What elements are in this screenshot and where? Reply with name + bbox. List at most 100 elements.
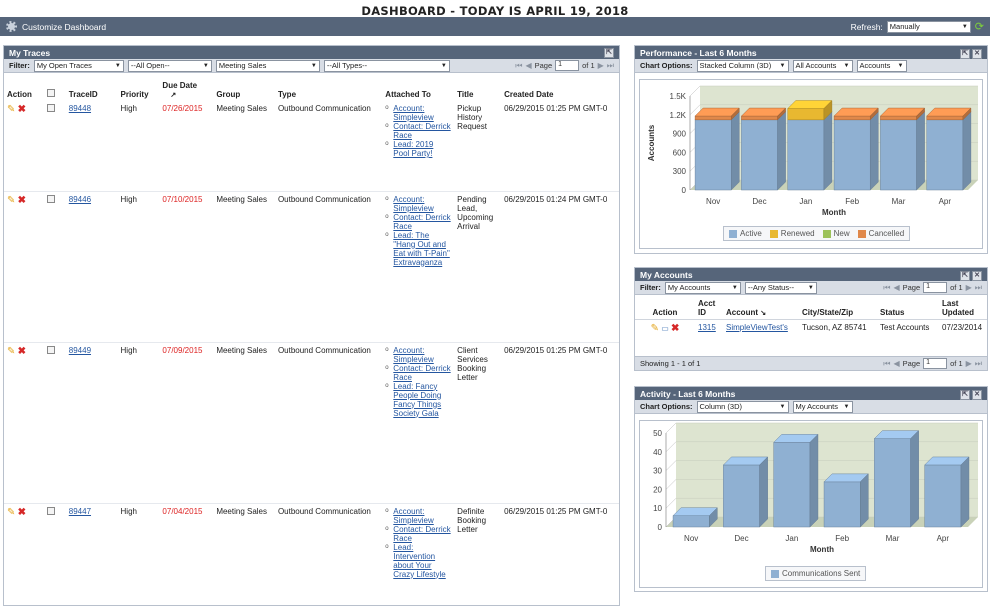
legend-new[interactable]: New [822,229,850,238]
row-checkbox[interactable] [46,104,55,112]
col-last-updated[interactable]: Last Updated [942,299,974,317]
select-all-checkbox[interactable] [46,89,55,97]
customize-dashboard-link[interactable]: Customize Dashboard [22,21,107,32]
filter-owner-select[interactable]: My Open Traces ▼ [33,59,124,72]
accounts-status-select[interactable]: --Any Status-- ▼ [744,281,817,294]
legend-cancelled[interactable]: Cancelled [857,229,904,238]
prev-page-icon[interactable]: ◀ [893,283,900,292]
delete-icon[interactable]: ✖ [17,194,27,206]
first-page-icon[interactable]: ⏮ [883,358,891,368]
account-scope-select[interactable]: All Accounts ▼ [792,59,853,72]
attached-contact-link[interactable]: Contact: Derrick Race [393,212,451,231]
chart-type-select[interactable]: Stacked Column (3D) ▼ [696,59,789,72]
edit-icon[interactable]: ✎ [7,104,16,115]
next-page-icon[interactable]: ▶ [965,359,972,368]
trace-id-link[interactable]: 89449 [68,345,92,355]
col-acct-id[interactable]: Acct ID [698,299,716,317]
close-icon[interactable]: ✕ [972,48,982,59]
close-icon[interactable]: ✕ [972,270,982,281]
first-page-icon[interactable]: ⏮ [883,282,891,292]
refresh-select[interactable]: Manually ▼ [886,20,971,33]
close-icon[interactable]: ✕ [972,389,982,400]
col-type[interactable]: Type [277,90,297,99]
x-axis-label: Month [810,545,834,554]
delete-icon[interactable]: ✖ [671,323,680,334]
col-due-date[interactable]: Due Date ↗ [162,81,198,99]
account-link[interactable]: SimpleViewTest's [726,323,788,332]
refresh-icon[interactable]: ⟳ [974,21,984,33]
col-city[interactable]: City/State/Zip [802,308,854,317]
legend-active[interactable]: Active [729,229,762,238]
attached-contact-link[interactable]: Contact: Derrick Race [393,122,451,140]
acct-id-link[interactable]: 1315 [698,323,716,332]
prev-page-icon[interactable]: ◀ [893,359,900,368]
attached-contact-link[interactable]: Contact: Derrick Race [393,524,451,543]
gear-icon[interactable] [6,21,17,32]
filter-type-select[interactable]: --All Types-- ▼ [323,59,450,72]
edit-icon[interactable]: ✎ [7,194,16,206]
window-icon[interactable]: ▭ [661,324,669,333]
account-scope-select[interactable]: My Accounts ▼ [792,400,853,413]
popout-icon[interactable]: ⇱ [960,270,970,281]
accounts-footer: Showing 1 - 1 of 1 ⏮ ◀ Page 1 of 1 ▶ ⏭ [635,356,987,370]
filter-group-select[interactable]: Meeting Sales ▼ [215,59,320,72]
edit-icon[interactable]: ✎ [650,323,659,334]
attached-lead-link[interactable]: Lead: 2019 Pool Party! [393,140,434,158]
col-title[interactable]: Title [457,90,474,99]
col-account[interactable]: Account ↘ [726,308,767,317]
page-input[interactable]: 1 [555,60,580,71]
due-date: 07/09/2015 [159,342,214,504]
group: Meeting Sales [213,342,275,504]
edit-icon[interactable]: ✎ [7,506,16,518]
row-checkbox[interactable] [46,194,55,203]
x-tick-label: Feb [835,534,849,543]
trace-id-link[interactable]: 89447 [68,506,92,516]
legend-communications-sent[interactable]: Communications Sent [771,569,860,578]
table-row: ✎ ✖ 89446 High 07/10/2015 Meeting Sales … [4,191,619,343]
col-attached-to[interactable]: Attached To [385,90,431,99]
chart-type-select[interactable]: Column (3D) ▼ [696,400,789,413]
attached-account-link[interactable]: Account: Simpleview [393,194,434,213]
col-priority[interactable]: Priority [120,90,149,99]
col-status[interactable]: Status [880,308,905,317]
col-select-all[interactable] [44,79,66,101]
next-page-icon[interactable]: ▶ [597,61,604,70]
col-traceid[interactable]: TraceID [68,90,98,99]
popout-icon[interactable]: ⇱ [604,47,614,58]
row-checkbox[interactable] [46,345,55,354]
row-checkbox[interactable] [46,506,55,515]
group: Meeting Sales [213,191,275,343]
trace-id-link[interactable]: 89446 [68,194,92,204]
attached-account-link[interactable]: Account: Simpleview [393,104,434,122]
attached-account-link[interactable]: Account: Simpleview [393,506,434,525]
delete-icon[interactable]: ✖ [17,506,27,518]
page-input[interactable]: 1 [923,282,948,293]
accounts-filter-select[interactable]: My Accounts ▼ [664,281,741,294]
popout-icon[interactable]: ⇱ [960,48,970,59]
legend-renewed[interactable]: Renewed [769,229,815,238]
delete-icon[interactable]: ✖ [17,104,27,115]
first-page-icon[interactable]: ⏮ [515,60,523,70]
metric-select[interactable]: Accounts ▼ [856,59,907,72]
trace-id-link[interactable]: 89448 [68,104,92,113]
last-page-icon[interactable]: ⏭ [974,358,982,368]
filter-status-select[interactable]: --All Open-- ▼ [127,59,212,72]
col-created-date[interactable]: Created Date [504,90,554,99]
attached-contact-link[interactable]: Contact: Derrick Race [393,363,451,382]
col-action: Action [652,308,678,317]
col-group[interactable]: Group [216,90,241,99]
attached-account-link[interactable]: Account: Simpleview [393,345,434,364]
popout-icon[interactable]: ⇱ [960,389,970,400]
last-page-icon[interactable]: ⏭ [606,60,614,70]
chart-options-label: Chart Options: [640,402,693,411]
edit-icon[interactable]: ✎ [7,345,16,357]
last-page-icon[interactable]: ⏭ [974,282,982,292]
attached-lead-link[interactable]: Lead: Fancy People Doing Fancy Things So… [393,381,442,418]
y-tick-label: 300 [673,167,687,176]
prev-page-icon[interactable]: ◀ [525,61,532,70]
delete-icon[interactable]: ✖ [17,345,27,357]
page-input[interactable]: 1 [923,358,948,369]
next-page-icon[interactable]: ▶ [965,283,972,292]
attached-lead-link[interactable]: Lead: Intervention about Your Crazy Life… [393,542,446,579]
attached-lead-link[interactable]: Lead: The "Hang Out and Eat with T-Pain"… [393,230,450,267]
